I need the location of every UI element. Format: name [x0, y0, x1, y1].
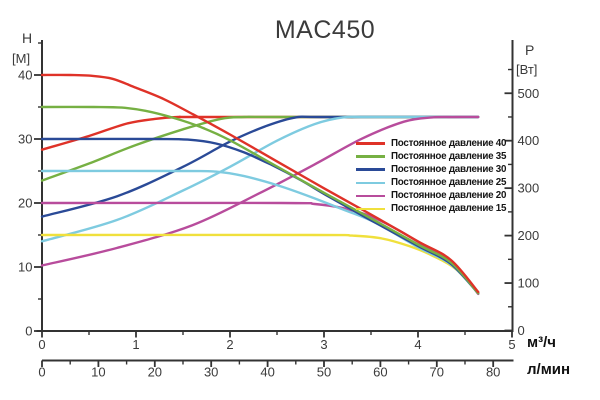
legend-item: Постоянное давление 30 — [356, 163, 506, 176]
right-axis-quantity-label: P — [525, 42, 535, 58]
tick-label: 100 — [518, 276, 540, 291]
legend-label: Постоянное давление 15 — [391, 203, 507, 215]
curve-power-30 — [40, 115, 480, 218]
curve-power-20 — [40, 115, 480, 267]
legend-label: Постоянное давление 30 — [391, 163, 507, 175]
tick-label: 0 — [25, 324, 32, 339]
legend-swatch — [356, 207, 385, 211]
tick-label: 2 — [226, 337, 233, 352]
tick-label: 20 — [18, 196, 32, 211]
curve-power-25 — [40, 115, 480, 243]
legend-swatch — [356, 181, 385, 185]
tick-label: 1 — [132, 337, 139, 352]
x-axis-ticks: 0 1 2 3 4 5 — [38, 331, 516, 352]
left-axis-ticks: 0 10 20 30 40 — [18, 42, 42, 339]
legend-label: Постоянное давление 20 — [391, 190, 507, 202]
tick-label: 4 — [414, 337, 421, 352]
tick-label: 60 — [373, 365, 387, 380]
x-axis-unit-label: м³/ч — [527, 334, 556, 351]
tick-label: 0 — [38, 365, 45, 380]
tick-label: 10 — [91, 365, 105, 380]
tick-label: 0 — [38, 337, 45, 352]
tick-label: 400 — [518, 133, 540, 148]
tick-label: 30 — [18, 132, 32, 147]
legend-item: Постоянное давление 35 — [356, 150, 506, 163]
tick-label: 3 — [320, 337, 327, 352]
head-curves — [40, 73, 480, 296]
legend: Постоянное давление 40 Постоянное давлени… — [356, 137, 506, 216]
tick-label: 20 — [148, 365, 162, 380]
tick-label: 10 — [18, 260, 32, 275]
legend-swatch — [356, 155, 385, 158]
x-axis-secondary-unit-label: л/мин — [527, 361, 571, 378]
legend-swatch — [356, 194, 385, 198]
tick-label: 30 — [204, 365, 218, 380]
tick-label: 5 — [508, 337, 515, 352]
tick-label: 70 — [430, 365, 444, 380]
tick-label: 500 — [518, 86, 540, 101]
right-axis-ticks: 0 100 200 300 400 500 — [504, 68, 540, 338]
tick-label: 0 — [518, 323, 525, 338]
curve-head-35 — [40, 105, 480, 295]
left-axis-quantity-label: H — [22, 30, 33, 46]
tick-label: 50 — [317, 365, 331, 380]
legend-swatch — [356, 168, 385, 172]
curve-head-40 — [40, 73, 480, 294]
chart-title: MAC450 — [274, 16, 376, 44]
legend-swatch — [356, 142, 385, 145]
tick-label: 200 — [518, 228, 540, 243]
legend-label: Постоянное давление 35 — [391, 150, 507, 162]
right-axis-unit-label: [Вт] — [516, 62, 538, 77]
tick-label: 300 — [518, 181, 540, 196]
legend-item: Постоянное давление 40 — [356, 137, 506, 150]
legend-label: Постоянное давление 40 — [391, 137, 507, 149]
left-axis-unit-label: [M] — [12, 51, 31, 66]
x-axis-secondary-ticks: 0 10 20 30 40 50 60 70 80 — [38, 360, 500, 380]
legend-item: Постоянное давление 15 — [356, 202, 506, 215]
tick-label: 80 — [486, 365, 500, 380]
power-curves — [40, 115, 480, 267]
legend-item: Постоянное давление 25 — [356, 176, 506, 189]
legend-label: Постоянное давление 25 — [391, 176, 507, 188]
tick-label: 40 — [260, 365, 274, 380]
legend-item: Постоянное давление 20 — [356, 189, 506, 202]
tick-label: 40 — [18, 68, 32, 83]
